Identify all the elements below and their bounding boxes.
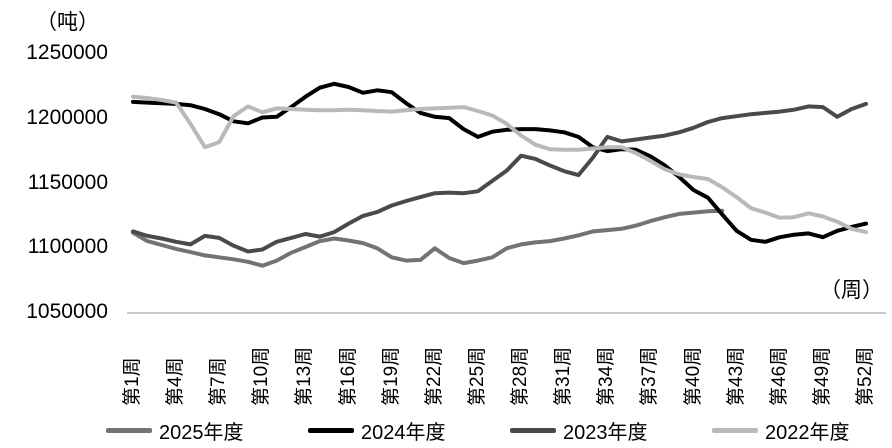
x-tick-label: 第1周 <box>122 357 143 406</box>
legend-label: 2023年度 <box>563 422 648 444</box>
x-tick-label: 第10周 <box>251 346 273 406</box>
x-tick-label: 第22周 <box>423 346 445 406</box>
legend-item: 2025年度 <box>106 416 262 445</box>
legend-item: 2022年度 <box>712 416 868 445</box>
legend-line-swatch <box>106 428 152 433</box>
x-tick-label: 第16周 <box>337 346 359 406</box>
x-tick-label: 第13周 <box>294 346 316 406</box>
y-tick-label: 1150000 <box>27 170 108 194</box>
legend-line-swatch <box>712 428 758 433</box>
x-tick-label: 第49周 <box>811 346 833 406</box>
series-line-2025年度 <box>131 208 725 268</box>
legend-item: 2024年度 <box>308 416 464 445</box>
y-axis-unit-label: （吨） <box>36 11 99 34</box>
x-tick-label: 第31周 <box>553 346 575 406</box>
x-tick-label: 第28周 <box>510 346 532 406</box>
legend-label: 2022年度 <box>765 422 850 444</box>
x-tick-label: 第25周 <box>466 346 488 406</box>
y-tick-label: 1050000 <box>26 300 108 323</box>
y-tick-label: 1200000 <box>26 105 108 129</box>
legend-line-swatch <box>510 428 556 433</box>
legend-item: 2023年度 <box>510 416 666 445</box>
x-tick-label: 第43周 <box>725 346 747 406</box>
y-tick-label: 1250000 <box>26 41 108 64</box>
x-tick-label: 第46周 <box>768 346 790 406</box>
x-tick-label: 第7周 <box>208 357 230 406</box>
legend-label: 2025年度 <box>159 422 244 444</box>
chart-legend: 2025年度 2024年度 2023年度 2022年度 <box>106 416 868 445</box>
series-line-2024年度 <box>131 81 868 244</box>
x-tick-label: 第40周 <box>682 346 704 406</box>
series-line-2022年度 <box>131 94 868 235</box>
series-line-2023年度 <box>131 101 868 254</box>
x-axis-unit-label: （周） <box>820 279 883 302</box>
y-tick-label: 1100000 <box>27 235 108 259</box>
x-tick-label: 第37周 <box>639 346 661 406</box>
x-tick-label: 第52周 <box>855 346 876 406</box>
x-tick-label: 第19周 <box>380 346 402 406</box>
legend-label: 2024年度 <box>361 422 446 444</box>
x-tick-label: 第34周 <box>596 346 618 406</box>
legend-line-swatch <box>308 428 354 433</box>
x-tick-label: 第4周 <box>165 357 187 406</box>
